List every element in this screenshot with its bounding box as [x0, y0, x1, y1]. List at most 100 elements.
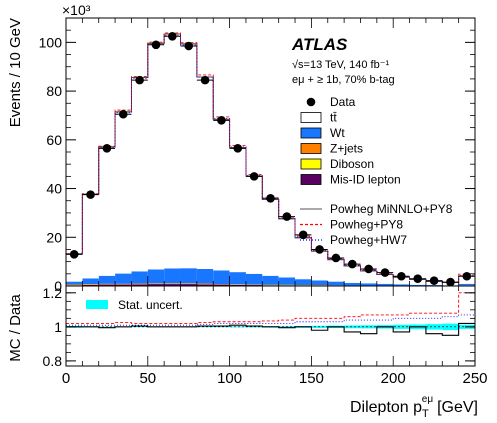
- stack-bar-wt: [180, 268, 197, 284]
- data-point: [168, 31, 177, 41]
- ratio-y-axis-ticks: 0.8 1 1.2: [43, 285, 475, 369]
- stack-bar-tt: [98, 146, 116, 276]
- stack-bar-mis-id-lepton: [164, 284, 181, 286]
- legend-label: Data: [330, 95, 356, 109]
- ratio-line-powheg-py8: [66, 292, 475, 324]
- data-point: [364, 264, 373, 274]
- stat-band-bin: [393, 324, 410, 329]
- x-tick-label: 150: [299, 370, 324, 387]
- data-point: [429, 276, 439, 285]
- x-tick-label: 50: [139, 370, 156, 387]
- data-point: [233, 144, 243, 153]
- legend-label: Powheg+HW7: [330, 233, 407, 247]
- stack-bar-mis-id-lepton: [229, 284, 246, 286]
- y-tick-label: 60: [46, 132, 62, 148]
- x-tick-label: 250: [462, 370, 487, 387]
- ratio-y-tick-label: 1: [54, 319, 62, 335]
- y-tick-label: 0: [54, 278, 62, 294]
- stat-band-bin: [360, 325, 377, 329]
- main-y-axis-ticks: 0 20 40 60 80 100: [39, 17, 475, 294]
- stack-bar-mis-id-lepton: [115, 284, 132, 286]
- legend-label: Z+jets: [330, 142, 363, 156]
- stack-bar-wt: [147, 269, 165, 284]
- stack-bar-wt: [311, 280, 328, 286]
- ratio-series-lines: [66, 292, 475, 336]
- y-tick-label: 20: [46, 229, 62, 245]
- stack-bar-wt: [229, 272, 246, 285]
- x-axis-label: Dilepton pTeμ [GeV]: [350, 394, 478, 420]
- experiment-label: ATLAS: [291, 35, 348, 54]
- ratio-y-tick-label: 1.2: [43, 285, 63, 301]
- ratio-plot-panel: 0.8 1 1.2 0 50 100 150 200 250 Stat. uncert. MC…: [7, 285, 488, 420]
- stack-bar-tt: [262, 199, 279, 276]
- ratio-y-tick-label: 0.8: [43, 353, 63, 369]
- data-point: [118, 109, 128, 119]
- stack-bar-tt: [376, 274, 394, 284]
- data-point: [266, 193, 275, 203]
- stack-bar-tt: [327, 259, 345, 282]
- stat-uncert-legend-swatch: [86, 300, 108, 309]
- stat-band-bin: [229, 326, 246, 328]
- stack-bar-wt: [295, 279, 312, 286]
- ratio-line-powheg-minnlo-py8: [66, 322, 475, 336]
- stack-bar-tt: [115, 111, 132, 274]
- stack-bar-wt: [82, 278, 99, 285]
- stack-bar-tt: [131, 77, 148, 272]
- stack-bar-mis-id-lepton: [180, 284, 197, 286]
- data-point: [151, 40, 161, 50]
- stat-uncert-legend-label: Stat. uncert.: [118, 298, 183, 312]
- data-point: [282, 212, 292, 221]
- legend-swatch-diboson: [300, 158, 322, 170]
- x-axis-label-main: Dilepton p: [350, 399, 422, 416]
- data-points: [66, 31, 475, 287]
- stack-bar-wt: [115, 273, 132, 284]
- stack-bar-mis-id-lepton: [147, 284, 165, 286]
- data-point: [86, 190, 95, 199]
- stack-bar-wt: [164, 268, 181, 284]
- data-point: [298, 230, 308, 240]
- stack-bar-wt: [458, 283, 475, 286]
- legend-label: Powheg+PY8: [330, 218, 403, 232]
- stack-bar-tt: [344, 266, 361, 283]
- y-tick-label: 80: [46, 83, 62, 99]
- stack-bar-wt: [66, 281, 83, 285]
- legend-label: tt̄: [330, 111, 337, 125]
- x-tick-label: 100: [217, 370, 242, 387]
- stack-bar-tt: [213, 119, 230, 271]
- stack-bar-wt: [393, 284, 410, 286]
- legend-label: Powheg MiNNLO+PY8: [330, 202, 453, 216]
- stack-bar-mis-id-lepton: [196, 284, 214, 286]
- main-y-axis-label: Events / 10 GeV: [7, 18, 24, 127]
- stat-band-bin: [213, 326, 230, 328]
- data-point: [200, 75, 210, 85]
- stack-bar-wt: [262, 275, 279, 285]
- stack-bar-wt: [344, 282, 361, 286]
- ratio-y-axis-label: MC / Data: [7, 294, 24, 362]
- x-axis-label-sub: T: [422, 408, 429, 420]
- stack-bar-tt: [196, 76, 214, 269]
- main-line-powheg-hw7: [66, 34, 475, 283]
- stack-bar-wt: [278, 277, 296, 285]
- y-tick-label: 100: [39, 34, 63, 50]
- main-x-axis-ticks: [65, 18, 476, 286]
- stack-bar-mis-id-lepton: [82, 284, 99, 286]
- stack-bar-tt: [393, 277, 410, 285]
- data-point: [331, 253, 341, 263]
- energy-lumi-label: √s=13 TeV, 140 fb⁻¹: [292, 59, 390, 71]
- stack-bar-tt: [147, 43, 165, 270]
- stack-bar-tt: [245, 176, 263, 274]
- stack-bar-tt: [360, 270, 377, 284]
- ratio-x-axis-ticks: 0 50 100 150 200 250: [62, 286, 488, 387]
- x-axis-label-sup: eμ: [422, 394, 434, 405]
- data-point: [184, 41, 193, 51]
- stack-bar-mis-id-lepton: [98, 284, 116, 286]
- stack-bar-tt: [180, 43, 197, 269]
- data-point: [462, 271, 472, 281]
- stack-bar-wt: [409, 284, 426, 286]
- legend-marker-data: [306, 97, 316, 107]
- y-tick-label: 40: [46, 181, 62, 197]
- data-point: [315, 245, 324, 254]
